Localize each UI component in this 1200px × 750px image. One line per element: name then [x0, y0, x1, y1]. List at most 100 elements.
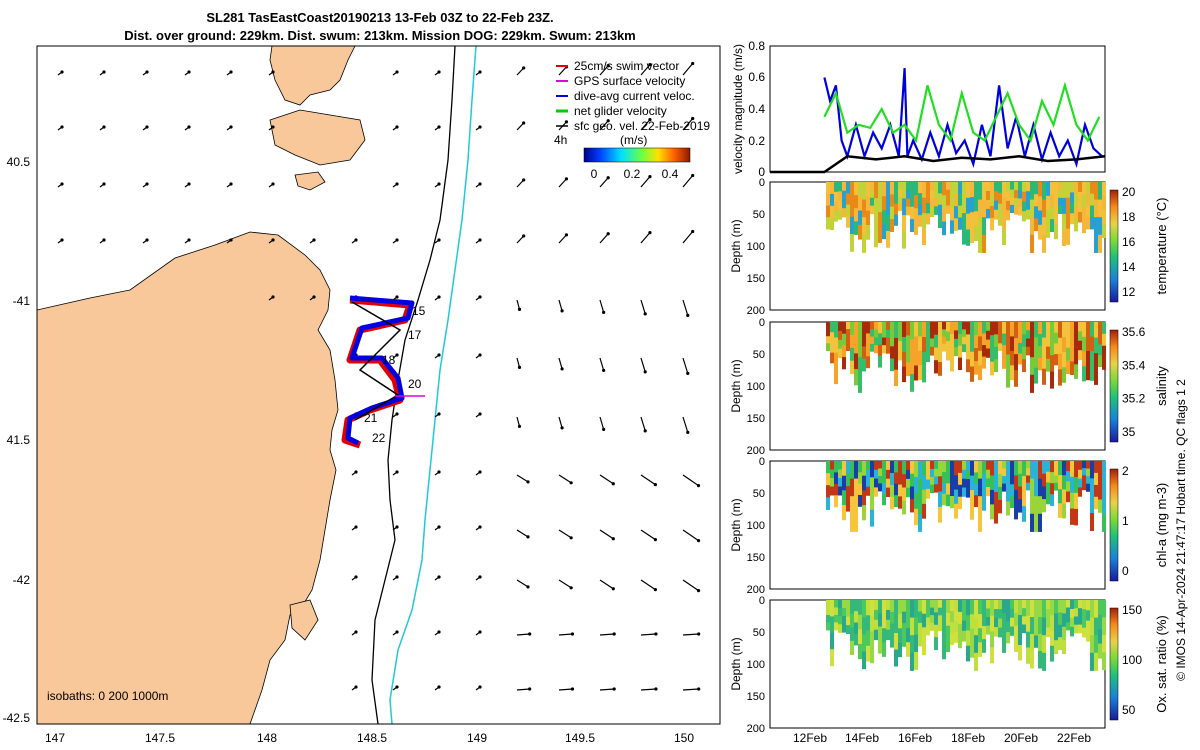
section-cell	[1014, 600, 1018, 614]
section-cell	[986, 461, 990, 471]
section-cell	[938, 506, 942, 523]
velocity-vector	[516, 179, 525, 188]
vector-head	[569, 481, 573, 485]
colorbar-tick: 0	[1122, 564, 1129, 578]
section-cell	[1018, 486, 1022, 500]
section-cell	[1074, 600, 1078, 609]
section-cell	[1066, 622, 1070, 631]
section-cell	[934, 476, 938, 485]
section-cell	[1090, 478, 1094, 497]
section-cell	[1090, 617, 1094, 636]
section-cell	[930, 622, 934, 631]
section-cell	[1026, 330, 1030, 339]
section-cell	[874, 469, 878, 480]
section-cell	[1046, 322, 1050, 335]
section-cell	[878, 322, 882, 334]
section-cell	[1086, 483, 1090, 492]
section-cell	[1022, 201, 1026, 212]
section-cell	[862, 490, 866, 506]
section-cell	[898, 350, 902, 361]
section-cell	[1054, 600, 1058, 614]
section-cell	[1082, 351, 1086, 367]
section-cell	[1058, 637, 1062, 651]
section-cell	[842, 345, 846, 358]
section-cell	[878, 613, 882, 628]
vector-head	[478, 238, 482, 242]
salinity-colorbar	[1109, 329, 1119, 443]
section-cell	[918, 622, 922, 635]
section-cell	[926, 192, 930, 204]
velocity-vector	[516, 357, 521, 368]
velocity-vector	[558, 357, 563, 370]
vector-head	[271, 125, 275, 129]
section-cell	[882, 224, 886, 240]
section-cell	[1054, 613, 1058, 628]
section-cell	[1042, 182, 1046, 201]
section-cell	[882, 600, 886, 615]
vector-head	[653, 483, 657, 487]
section-cell	[882, 329, 886, 338]
colorbar-tick: 16	[1122, 235, 1136, 249]
section-cell	[918, 496, 922, 515]
section-cell	[986, 625, 990, 635]
vector-head	[564, 120, 569, 124]
section-cell	[850, 322, 854, 336]
section-cell	[918, 182, 922, 194]
section-cell	[858, 210, 862, 226]
section-cell	[846, 498, 850, 512]
section-cell	[1102, 195, 1106, 211]
section-cell	[1046, 195, 1050, 211]
oxygen-colorbar	[1109, 607, 1119, 721]
section-cell	[926, 331, 930, 343]
section-cell	[1086, 476, 1090, 485]
section-cell	[1074, 616, 1078, 626]
vector-head	[395, 470, 399, 474]
section-cell	[834, 614, 838, 623]
section-cell	[990, 615, 994, 632]
velocity-vector	[599, 416, 605, 430]
section-cell	[1014, 206, 1018, 215]
section-cell	[946, 461, 950, 473]
vector-head	[478, 525, 482, 529]
section-cell	[866, 182, 870, 197]
section-cell	[862, 475, 866, 491]
section-cell	[1050, 322, 1054, 339]
cape-barren-island	[269, 109, 366, 166]
vector-head	[696, 589, 701, 593]
section-cell	[1026, 461, 1030, 469]
section-cell	[1038, 651, 1042, 669]
section-cell	[954, 489, 958, 505]
section-cell	[1006, 610, 1010, 622]
section-cell	[886, 329, 890, 339]
section-cell	[966, 615, 970, 631]
section-cell	[942, 614, 946, 630]
depth-tick: 0	[759, 317, 765, 329]
section-cell	[1034, 218, 1038, 232]
section-cell	[1058, 197, 1062, 207]
section-cell	[1002, 626, 1006, 640]
section-cell	[950, 194, 954, 209]
section-cell	[978, 336, 982, 352]
section-cell	[946, 331, 950, 342]
section-cell	[1014, 475, 1018, 491]
section-cell	[1026, 200, 1030, 211]
section-cell	[830, 332, 834, 343]
depth-tick: 100	[747, 520, 765, 532]
section-cell	[842, 182, 846, 192]
section-cell	[894, 495, 898, 508]
section-cell	[1038, 461, 1042, 480]
section-cell	[1082, 207, 1086, 221]
section-cell	[866, 196, 870, 212]
section-cell	[850, 461, 854, 480]
date-tick: 22Feb	[1057, 731, 1091, 745]
vector-head	[395, 525, 399, 529]
section-cell	[1086, 630, 1090, 642]
section-cell	[1014, 461, 1018, 476]
section-cell	[882, 345, 886, 354]
section-cell	[850, 513, 854, 532]
velocity-vector	[640, 64, 651, 76]
section-cell	[834, 483, 838, 496]
section-cell	[1070, 182, 1074, 193]
section-cell	[1034, 496, 1038, 515]
